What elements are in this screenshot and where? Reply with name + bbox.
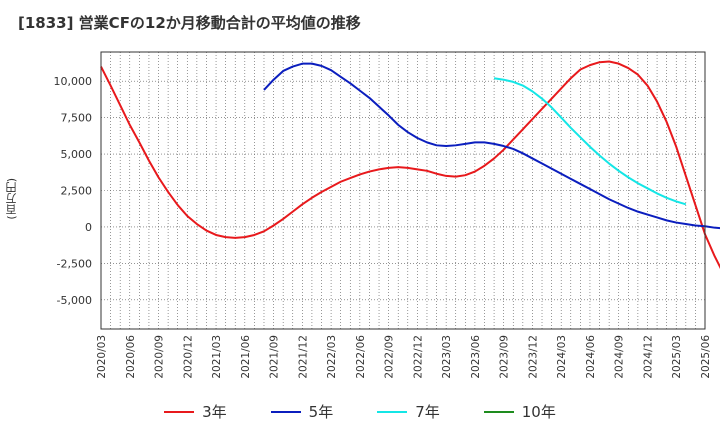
x-tick-label: 2024/12 [642,335,654,379]
legend-swatch [270,410,301,413]
legend-item: 7年 [377,401,440,422]
y-tick-label: 10,000 [54,75,93,88]
y-tick-labels: 10,000 7,500 5,000 2,500 0 -2,500 -5,000 [54,75,93,307]
plot-area-border [100,51,706,330]
x-tick-label: 2022/06 [355,335,367,379]
legend-item: 3年 [164,401,227,422]
legend: 3年 5年 7年 10年 [0,401,720,422]
legend-swatch [377,410,408,413]
x-tick-label: 2020/03 [96,335,108,379]
x-tick-label: 2025/06 [700,335,712,379]
x-tick-label: 2021/06 [240,335,252,379]
x-tick-label: 2022/09 [384,335,396,379]
x-tick-label: 2023/12 [527,335,539,379]
x-tick-label: 2023/03 [441,335,453,379]
chart-title: [1833] 営業CFの12か月移動合計の平均値の推移 [18,14,361,32]
x-tick-label: 2024/03 [556,335,568,379]
legend-item: 5年 [270,401,334,422]
legend-label: 7年 [415,403,440,421]
legend-label: 10年 [521,403,556,421]
legend-item: 10年 [483,401,556,422]
y-tick-label: 5,000 [61,148,93,161]
x-tick-labels: 2020/03 2020/06 2020/09 2020/12 2021/03 2021/… [96,335,712,379]
y-tick-label: -5,000 [57,294,92,307]
y-tick-label: 0 [85,221,92,234]
legend-swatch [164,410,195,413]
x-tick-label: 2020/12 [182,335,194,379]
x-tick-label: 2021/12 [297,335,309,379]
x-tick-label: 2023/06 [470,335,482,379]
legend-swatch [483,410,514,413]
series-line-3年 [100,60,720,270]
x-tick-label: 2020/09 [154,335,166,379]
legend-label: 3年 [202,403,227,421]
legend-label: 5年 [308,403,334,421]
x-tick-label: 2021/09 [269,335,281,379]
x-tick-label: 2025/03 [671,335,683,379]
x-tick-label: 2021/03 [211,335,223,379]
x-tick-label: 2022/12 [412,335,424,379]
x-tick-label: 2023/09 [499,335,511,379]
series-line-7年 [493,77,687,206]
y-tick-label: 2,500 [61,185,93,198]
grid-lines [101,52,705,329]
y-tick-label: 7,500 [61,112,93,125]
series-line-5年 [263,62,720,230]
y-tick-label: -2,500 [57,257,92,270]
x-tick-label: 2024/09 [614,335,626,379]
series-lines [100,60,720,270]
x-tick-label: 2022/03 [326,335,338,379]
x-tick-label: 2024/06 [585,335,597,379]
x-tick-label: 2020/06 [125,335,137,379]
